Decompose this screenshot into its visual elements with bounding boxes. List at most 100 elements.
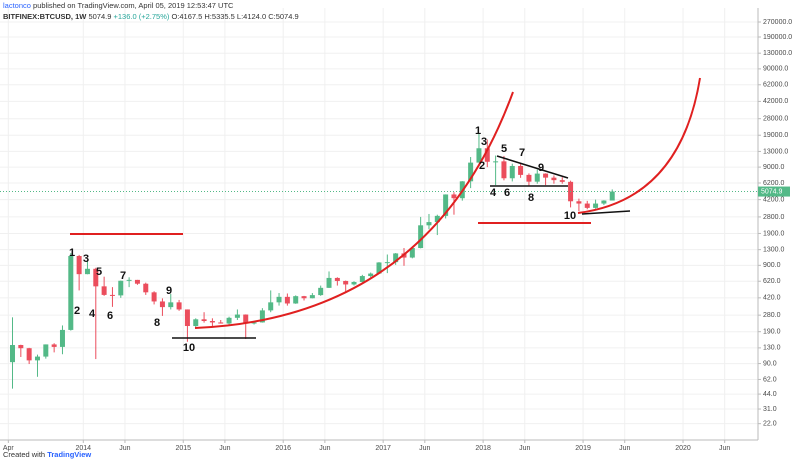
candle-body	[501, 161, 507, 179]
candle-body	[293, 296, 299, 304]
x-tick-label: Jun	[219, 445, 230, 452]
candle-body	[151, 292, 157, 302]
candle-body	[243, 314, 249, 324]
red-curve	[194, 91, 514, 329]
last-price-label: 5074.9	[761, 188, 783, 195]
candle-body	[251, 322, 257, 324]
y-tick-label: 190.0	[763, 329, 781, 336]
annotation: 9	[538, 162, 544, 174]
annotation: 5	[501, 143, 507, 155]
annotation: 4	[89, 308, 96, 320]
y-tick-label: 13000.0	[763, 148, 788, 155]
candle-body	[393, 253, 399, 263]
candle-body	[559, 180, 565, 182]
candle-body	[551, 177, 557, 181]
candle-body	[201, 319, 207, 322]
y-tick-label: 190000.0	[763, 34, 792, 41]
candle-body	[51, 344, 57, 347]
candle-body	[543, 173, 549, 178]
x-tick-label: 2020	[675, 445, 691, 452]
ohlc: O:4167.5 H:5335.5 L:4124.0 C:5074.9	[171, 12, 298, 21]
candle-body	[93, 268, 99, 287]
annotation: 2	[479, 160, 485, 172]
x-tick-label: 2014	[76, 445, 92, 452]
annotation: 7	[120, 270, 126, 282]
candle-body	[451, 194, 457, 199]
candle-body	[468, 162, 474, 182]
annotation: 3	[481, 136, 487, 148]
candle-body	[368, 273, 374, 277]
author: lactonco	[3, 1, 31, 10]
x-tick-label: Jun	[619, 445, 630, 452]
candle-body	[301, 296, 307, 299]
price-axis-bg	[758, 8, 800, 440]
x-tick-label: Jun	[319, 445, 330, 452]
candle-body	[418, 225, 424, 249]
header-line: lactonco published on TradingView.com, A…	[3, 1, 234, 10]
symbol: BITFINEX:BTCUSD, 1W	[3, 12, 87, 21]
candle-body	[601, 200, 607, 204]
y-tick-label: 4200.0	[763, 196, 785, 203]
candle-body	[218, 322, 224, 324]
candle-body	[493, 161, 499, 163]
candle-body	[68, 256, 74, 330]
x-tick-label: 2019	[575, 445, 591, 452]
candle-body	[334, 277, 340, 281]
y-tick-label: 90000.0	[763, 66, 788, 73]
candle-body	[609, 191, 615, 201]
annotation: 7	[519, 147, 525, 159]
candle-body	[534, 173, 540, 182]
annotation: 10	[183, 342, 195, 354]
y-tick-label: 62.0	[763, 376, 777, 383]
x-tick-label: Apr	[3, 445, 15, 452]
candle-body	[76, 256, 82, 275]
candle-body	[101, 286, 107, 295]
footer-brand: TradingView	[47, 450, 91, 459]
candle-body	[276, 296, 282, 303]
candle-body	[259, 310, 265, 323]
published: published on TradingView.com, April 05, …	[33, 1, 234, 10]
candle-body	[234, 314, 240, 318]
candle-body	[184, 309, 190, 327]
candle-body	[168, 302, 174, 308]
candle-body	[426, 222, 432, 226]
y-tick-label: 280.0	[763, 312, 781, 319]
candle-body	[526, 174, 532, 182]
axes: 270000.0190000.0130000.090000.062000.042…	[3, 19, 792, 452]
y-tick-label: 900.0	[763, 262, 781, 269]
candle-body	[409, 248, 415, 258]
candle-body	[326, 277, 332, 288]
annotation: 10	[564, 210, 576, 222]
candle-body	[309, 295, 315, 299]
candle-body	[43, 344, 49, 357]
candle-body	[34, 356, 40, 361]
candle-body	[193, 319, 199, 327]
y-tick-label: 6200.0	[763, 180, 785, 187]
candle-body	[284, 296, 290, 304]
y-tick-label: 42000.0	[763, 98, 788, 105]
annotation: 6	[107, 310, 113, 322]
annotation: 6	[504, 187, 510, 199]
y-tick-label: 270000.0	[763, 19, 792, 26]
annotation: 8	[528, 192, 534, 204]
red-curve	[577, 77, 701, 214]
y-tick-label: 130.0	[763, 345, 781, 352]
candle-body	[268, 302, 274, 311]
annotation: 9	[166, 285, 172, 297]
x-tick-label: Jun	[719, 445, 730, 452]
y-tick-label: 1300.0	[763, 246, 785, 253]
y-tick-label: 28000.0	[763, 116, 788, 123]
candles	[0, 133, 758, 389]
x-tick-label: 2016	[275, 445, 291, 452]
annotation: 3	[83, 253, 89, 265]
candle-body	[359, 276, 365, 282]
candle-body	[343, 280, 349, 285]
x-tick-label: Jun	[519, 445, 530, 452]
candle-body	[209, 321, 215, 323]
drawings	[70, 77, 701, 339]
candle-body	[118, 280, 124, 296]
change: +136.0 (+2.75%)	[113, 12, 169, 21]
y-tick-label: 420.0	[763, 295, 781, 302]
